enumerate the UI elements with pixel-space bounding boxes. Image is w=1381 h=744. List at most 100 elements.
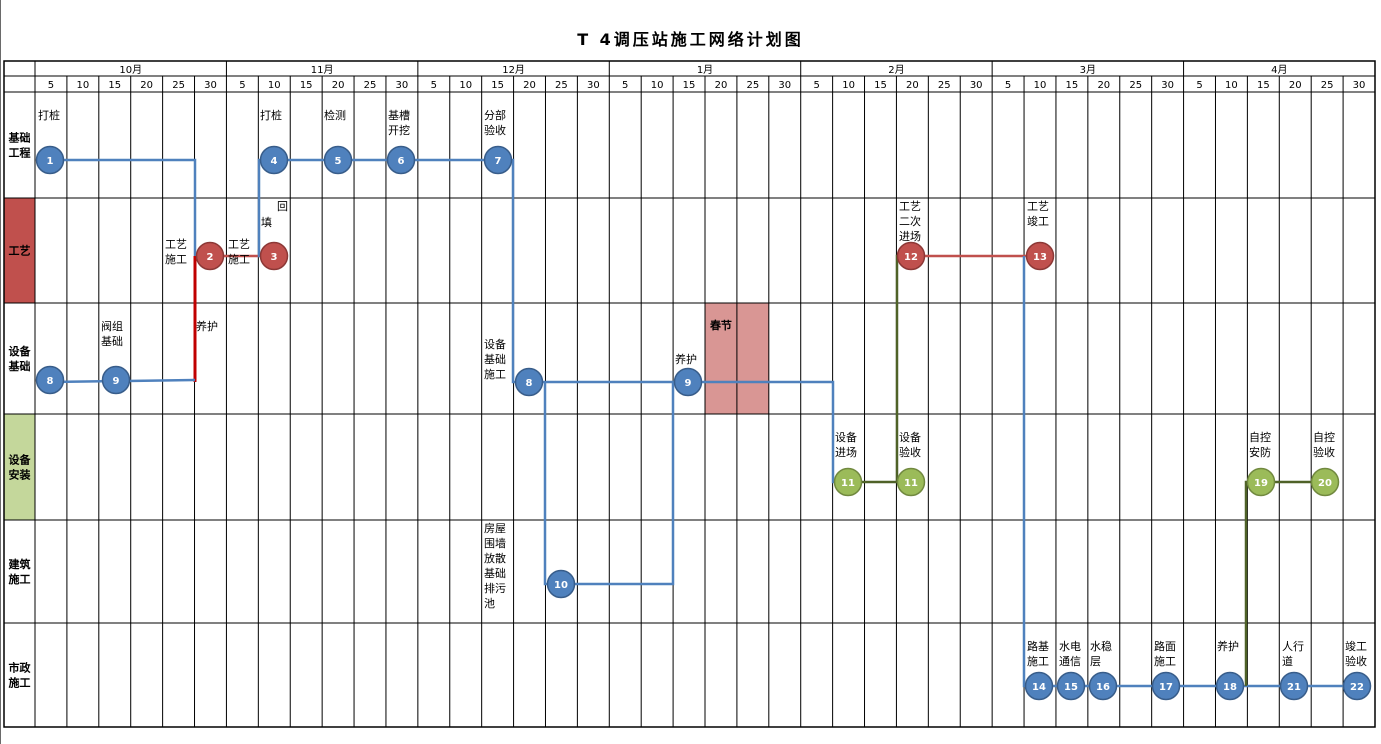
- activity-label: 层: [1090, 655, 1101, 668]
- row-label: 基础: [8, 359, 31, 373]
- network-edge: [257, 158, 274, 258]
- activity-label: 工艺: [1027, 200, 1049, 213]
- activity-label: 施工: [165, 253, 187, 266]
- activity-label: 工艺: [165, 238, 187, 251]
- month-label: 12月: [502, 64, 525, 76]
- day-label: 20: [332, 80, 345, 91]
- activity-label: 施工: [484, 368, 506, 381]
- node-number: 13: [1033, 252, 1047, 263]
- activity-label: 打桩: [260, 108, 282, 122]
- node-circle: [195, 241, 225, 271]
- node-circle: [546, 569, 576, 599]
- day-label: 25: [364, 80, 377, 91]
- node-8: 8: [514, 367, 544, 397]
- activity-label: 道: [1282, 654, 1293, 668]
- day-label: 20: [523, 80, 536, 91]
- node-2: 2: [195, 241, 225, 271]
- node-circle: [386, 145, 416, 175]
- month-label: 1月: [697, 64, 713, 76]
- node-number: 9: [113, 376, 120, 387]
- day-label: 5: [813, 80, 819, 91]
- node-circle: [833, 467, 863, 497]
- day-label: 25: [746, 80, 759, 91]
- node-number: 14: [1032, 682, 1046, 693]
- day-label: 15: [300, 80, 313, 91]
- activity-label: 分部: [484, 108, 506, 122]
- node-15: 15: [1056, 671, 1086, 701]
- activity-label: 自控: [1313, 430, 1335, 444]
- activity-label: 检测: [324, 108, 346, 122]
- node-circle: [259, 145, 289, 175]
- chart-title: T 4调压站施工网络计划图: [577, 30, 804, 49]
- day-label: 30: [970, 80, 983, 91]
- activity-labels: 打桩 打桩 检测 基槽开挖分部验收回填工艺施工工艺施工工艺二次进场工艺竣工阀组基础养护…: [38, 108, 1367, 668]
- grid-lines: [3, 60, 1376, 728]
- day-label: 15: [1257, 80, 1270, 91]
- node-1: 1: [35, 145, 65, 175]
- activity-label: 自控: [1249, 430, 1271, 444]
- day-label: 30: [396, 80, 409, 91]
- node-12: 12: [896, 241, 926, 271]
- network-edge: [529, 380, 848, 484]
- node-number: 19: [1254, 478, 1268, 489]
- day-label: 25: [172, 80, 185, 91]
- activity-label: 二次: [899, 214, 921, 228]
- node-10: 10: [546, 569, 576, 599]
- node-number: 22: [1350, 682, 1364, 693]
- activity-label: 设备: [484, 337, 506, 351]
- node-4: 4: [259, 145, 289, 175]
- day-label: 25: [555, 80, 568, 91]
- day-label: 30: [1161, 80, 1174, 91]
- row-label: 基础: [8, 131, 31, 145]
- node-8: 8: [35, 365, 65, 395]
- node-14: 14: [1024, 671, 1054, 701]
- node-circle: [1056, 671, 1086, 701]
- node-number: 18: [1223, 682, 1237, 693]
- node-number: 17: [1159, 682, 1173, 693]
- node-number: 12: [904, 252, 918, 263]
- day-label: 10: [1034, 80, 1047, 91]
- network-edge: [543, 380, 688, 586]
- row-fills: [4, 198, 35, 520]
- activity-label: 填: [261, 215, 272, 229]
- node-number: 3: [271, 252, 278, 263]
- node-circle: [259, 241, 289, 271]
- node-circle: [673, 367, 703, 397]
- day-label: 25: [1129, 80, 1142, 91]
- node-circle: [1310, 467, 1340, 497]
- node-21: 21: [1279, 671, 1309, 701]
- node-number: 16: [1096, 682, 1110, 693]
- node-number: 8: [47, 376, 54, 387]
- node-number: 9: [685, 378, 692, 389]
- node-number: 2: [207, 252, 214, 263]
- activity-label: 施工: [228, 253, 250, 266]
- node-number: 6: [398, 156, 405, 167]
- row-label: 设备: [9, 453, 32, 467]
- day-label: 30: [204, 80, 217, 91]
- node-circle: [1088, 671, 1118, 701]
- node-9: 9: [101, 365, 131, 395]
- day-label: 10: [76, 80, 89, 91]
- node-number: 1: [47, 156, 54, 167]
- activity-label: 放散: [484, 551, 506, 565]
- activity-label: 进场: [899, 229, 921, 243]
- day-label: 20: [1289, 80, 1302, 91]
- day-label: 15: [108, 80, 121, 91]
- row-label-fill: [4, 414, 35, 520]
- activity-label: 工艺: [899, 200, 921, 213]
- day-label: 15: [683, 80, 696, 91]
- node-number: 11: [904, 478, 918, 489]
- node-circle: [35, 145, 65, 175]
- node-circle: [101, 365, 131, 395]
- row-label: 市政: [9, 661, 32, 675]
- node-11: 11: [896, 467, 926, 497]
- row-label: 设备: [9, 344, 32, 358]
- day-label: 10: [651, 80, 664, 91]
- node-circle: [1151, 671, 1181, 701]
- node-circle: [1024, 671, 1054, 701]
- node-number: 5: [335, 156, 342, 167]
- activity-label: 基础: [484, 567, 506, 580]
- node-circle: [1279, 671, 1309, 701]
